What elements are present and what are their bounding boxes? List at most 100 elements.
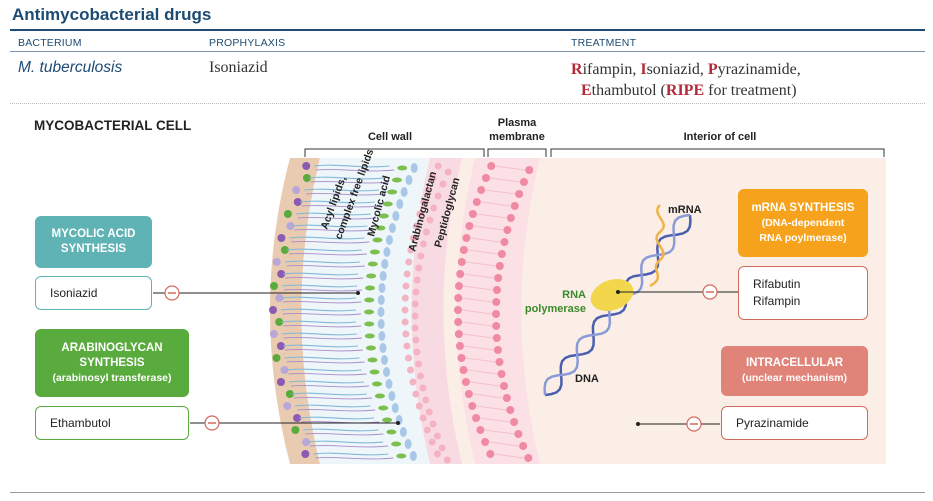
cell-bacterium: M. tuberculosis <box>18 59 123 76</box>
membrane-tail <box>473 225 504 231</box>
mycolic-strand <box>299 200 375 204</box>
membrane-tail <box>472 393 503 399</box>
mycolic-strand <box>294 229 373 232</box>
mycolic-strand <box>293 397 372 400</box>
peptidoglycan-bead <box>422 396 430 404</box>
lipid-head <box>280 246 289 254</box>
membrane-bead <box>481 438 490 446</box>
membrane-bead <box>455 342 464 350</box>
peptidoglycan-bead <box>411 324 419 332</box>
peptidoglycan-bead <box>407 246 415 254</box>
peptidoglycan-bead <box>411 300 419 308</box>
mycolic-strand <box>284 260 360 264</box>
lipid-head <box>276 342 285 350</box>
mycolic-strand <box>316 169 395 172</box>
arabinogalactan-bead <box>381 259 389 269</box>
arabinoglycan-synthesis-box: ARABINOGLYCAN SYNTHESIS (arabinosyl tran… <box>35 329 189 397</box>
lipid-head <box>293 414 302 422</box>
membrane-tail <box>480 417 511 423</box>
membrane-tail <box>485 189 516 195</box>
peptidoglycan-bead <box>417 252 425 260</box>
arabinogalactan-bead <box>377 307 385 317</box>
peptidoglycan-bead <box>426 216 434 224</box>
lipid-head <box>269 330 278 338</box>
arabinogalactan-bead <box>378 283 386 293</box>
lipid-head <box>291 426 300 434</box>
arabinogalactan-bead <box>380 355 388 365</box>
peptidoglycan-bead <box>428 438 436 446</box>
mycolic-strand <box>310 181 390 184</box>
membrane-bead <box>519 442 528 450</box>
mycolic-strand <box>283 301 362 304</box>
membrane-tail <box>489 441 520 447</box>
arabinogalactan-bead <box>392 211 400 221</box>
membrane-tail <box>489 177 521 183</box>
membrane-bead <box>525 166 534 174</box>
peptidoglycan-bead <box>434 162 442 170</box>
mrna-synthesis-box: mRNA SYNTHESIS (DNA-dependent RNA poylme… <box>738 189 868 257</box>
membrane-bead <box>515 190 524 198</box>
membrane-bead <box>459 246 468 254</box>
header-prophylaxis: PROPHYLAXIS <box>209 37 286 49</box>
membrane-bead <box>506 214 515 222</box>
arabinogalactan-bead <box>396 453 407 459</box>
lipid-head <box>285 390 294 398</box>
mycolic-strand <box>284 356 360 360</box>
membrane-bead <box>510 418 519 426</box>
membrane-bead <box>454 306 463 314</box>
peptidoglycan-bead <box>402 330 410 338</box>
lipid-head <box>280 366 289 374</box>
inhibit-icon <box>204 415 220 431</box>
membrane-bead <box>472 414 481 422</box>
mycolic-strand <box>283 325 362 328</box>
lipid-heads <box>269 162 311 458</box>
membrane-tail <box>463 345 495 351</box>
peptidoglycan-bead <box>430 204 438 212</box>
membrane-bead <box>492 286 501 294</box>
inhibit-icon <box>702 284 718 300</box>
mrna-strand <box>649 204 665 288</box>
peptidoglycan-bead <box>417 372 425 380</box>
arabinogalactan-bead <box>388 391 396 401</box>
membrane-bead <box>519 178 528 186</box>
arabinogalactan-bead <box>366 273 377 279</box>
rna-pol-label-1: RNA <box>562 289 586 301</box>
mycolic-strand <box>282 344 358 348</box>
peptidoglycan-bead <box>413 276 421 284</box>
membrane-bead <box>472 198 481 206</box>
lipid-head <box>272 258 281 266</box>
membrane-bead <box>510 202 519 210</box>
membrane-bead <box>462 234 471 242</box>
peptidoglycan-bead <box>413 348 421 356</box>
membrane-bead <box>492 322 501 330</box>
peptidoglycan-bead <box>401 318 409 326</box>
arabinogalactan-bead <box>364 285 375 291</box>
mycolic-strand <box>306 193 385 196</box>
membrane-tail <box>469 381 501 387</box>
cell-prophylaxis: Isoniazid <box>209 59 268 76</box>
membrane-tail <box>467 249 498 255</box>
bottom-rule <box>10 492 925 493</box>
peptidoglycan-bead <box>416 210 424 218</box>
membrane-bead <box>454 318 463 326</box>
header-treatment: TREATMENT <box>571 37 637 49</box>
membrane-bead <box>524 454 533 462</box>
mycolic-strand <box>310 445 389 448</box>
membrane-bead <box>486 450 495 458</box>
lipid-head <box>283 402 292 410</box>
arabinogalactan-bead <box>378 405 389 411</box>
mycolic-strand <box>286 361 365 364</box>
peptidoglycan-bead <box>415 264 423 272</box>
arabinogalactan-bead <box>364 321 375 327</box>
membrane-bead <box>454 330 463 338</box>
arabinogalactan-bead <box>391 403 399 413</box>
arabinogalactan-bead <box>364 333 375 339</box>
membrane-bead <box>465 222 474 230</box>
mycolic-strand <box>281 296 357 300</box>
peptidoglycan-bead <box>438 444 446 452</box>
membrane-bead <box>468 402 477 410</box>
arabinogalactan-bead <box>369 369 380 375</box>
arabinogalactan-bead <box>369 249 380 255</box>
peptidoglycan-bead <box>433 450 441 458</box>
lipid-head <box>269 282 278 290</box>
